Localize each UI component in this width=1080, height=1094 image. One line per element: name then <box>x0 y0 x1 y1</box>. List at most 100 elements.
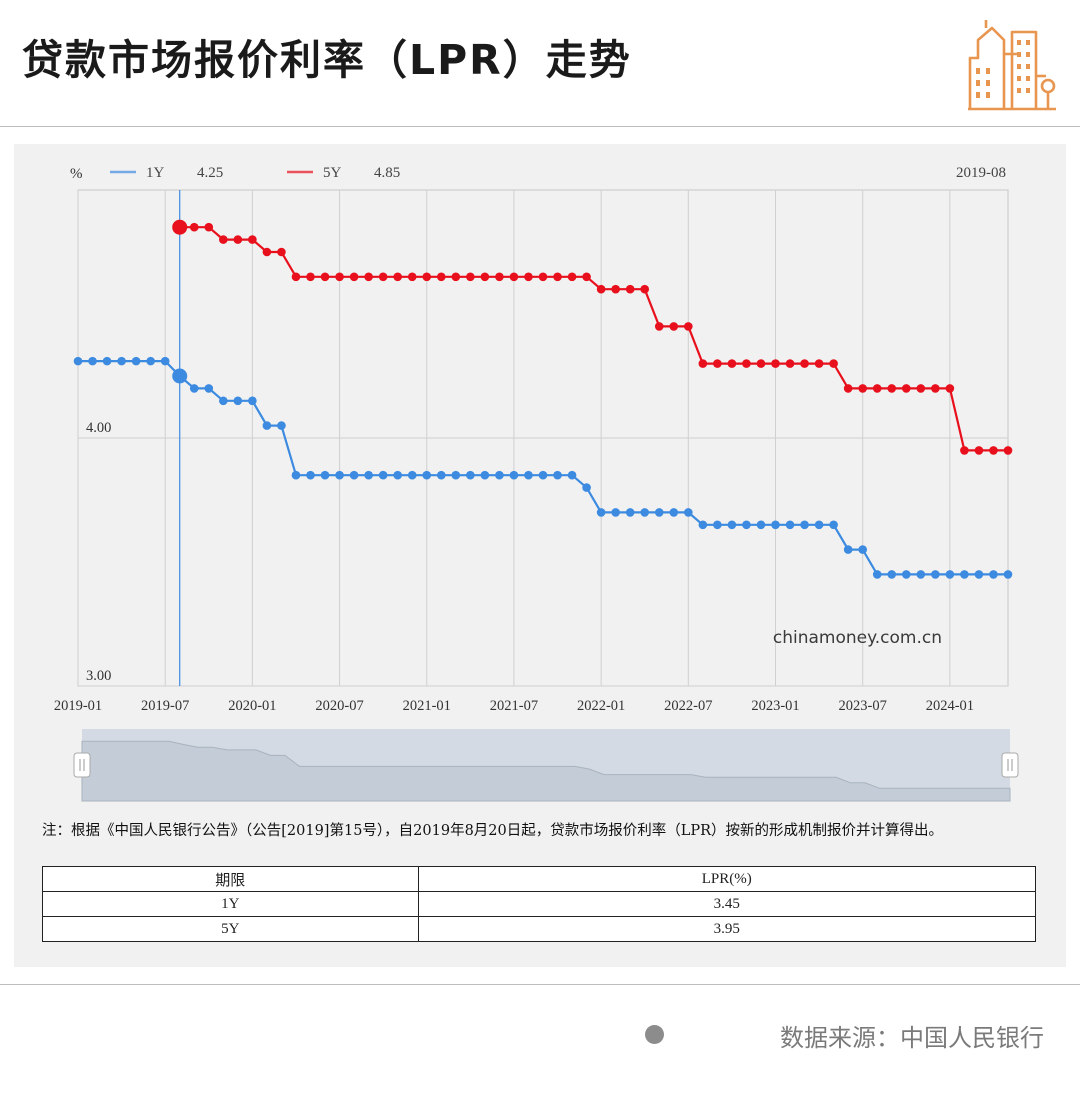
data-point <box>102 356 112 366</box>
data-point <box>466 272 475 282</box>
data-point <box>495 470 504 480</box>
range-handle-right[interactable] <box>1001 752 1019 778</box>
data-point <box>306 272 315 282</box>
table-cell-term: 5Y <box>42 916 419 942</box>
data-point <box>713 359 722 368</box>
data-point <box>131 356 141 366</box>
data-point <box>931 384 940 393</box>
data-point <box>1003 570 1013 579</box>
data-point <box>989 446 998 455</box>
data-point <box>451 470 461 480</box>
data-point <box>960 570 969 579</box>
data-point <box>887 570 897 579</box>
table-row: 1Y 3.45 <box>42 891 1037 917</box>
data-point <box>858 384 867 393</box>
data-point <box>204 222 214 232</box>
range-handle-left[interactable] <box>73 752 91 778</box>
data-point <box>189 384 199 393</box>
data-point <box>509 272 519 282</box>
data-point <box>974 446 984 455</box>
data-point <box>480 470 490 480</box>
data-point <box>378 470 388 480</box>
header-divider <box>0 126 1080 127</box>
data-point <box>422 470 432 480</box>
legend-value: 4.85 <box>374 165 400 181</box>
data-point <box>625 508 635 517</box>
table-row: 5Y 3.95 <box>42 916 1037 942</box>
data-point <box>73 356 83 366</box>
data-point <box>611 284 620 294</box>
data-point <box>538 272 548 282</box>
data-point <box>684 508 693 517</box>
handle-grip-icon <box>1001 752 1019 778</box>
x-tick-label: 2020-01 <box>228 698 276 714</box>
data-point <box>901 570 911 579</box>
data-point <box>466 470 475 480</box>
bullet-dot-icon <box>645 1025 664 1044</box>
data-point <box>117 356 126 366</box>
data-point <box>756 520 766 530</box>
data-point <box>684 322 693 331</box>
data-point <box>669 322 679 331</box>
data-point <box>814 359 824 368</box>
data-point <box>872 384 882 393</box>
data-point <box>277 421 286 430</box>
data-point <box>698 520 708 530</box>
data-point <box>742 359 751 368</box>
data-point <box>349 272 359 282</box>
data-point <box>785 520 795 530</box>
data-point <box>291 272 301 282</box>
data-point <box>189 222 199 232</box>
data-point <box>1003 446 1013 455</box>
data-point <box>567 470 577 480</box>
data-point <box>422 272 432 282</box>
data-point <box>320 272 330 282</box>
data-point <box>364 272 373 282</box>
data-point <box>524 470 533 480</box>
legend-label: 5Y <box>323 165 342 181</box>
data-point <box>800 359 809 368</box>
data-point <box>436 272 446 282</box>
legend-label: 1Y <box>146 165 165 181</box>
data-point <box>378 272 388 282</box>
data-point <box>596 508 606 517</box>
data-point <box>989 570 998 579</box>
data-point <box>843 384 853 393</box>
hover-point <box>172 368 188 384</box>
data-point <box>596 284 606 294</box>
x-tick-label: 2020-07 <box>315 698 363 714</box>
data-point <box>654 322 664 331</box>
x-tick-label: 2022-01 <box>577 698 625 714</box>
data-point <box>364 470 373 480</box>
data-point <box>640 508 650 517</box>
data-point <box>320 470 330 480</box>
chart-footnote: 注：根据《中国人民银行公告》（公告[2019]第15号），自2019年8月20日… <box>42 823 944 839</box>
data-point <box>625 284 635 294</box>
data-point <box>945 384 955 393</box>
building-logo-icon <box>968 20 1056 111</box>
data-point <box>771 520 780 530</box>
hover-point <box>172 219 188 235</box>
data-point <box>829 359 838 368</box>
data-point <box>611 508 620 517</box>
data-point <box>495 272 504 282</box>
data-point <box>887 384 897 393</box>
table-cell-rate: 3.95 <box>417 916 1037 942</box>
data-point <box>204 384 214 393</box>
data-point <box>219 396 228 406</box>
data-point <box>160 356 170 366</box>
data-point <box>742 520 751 530</box>
data-point <box>524 272 533 282</box>
tooltip-date: 2019-08 <box>956 165 1006 181</box>
data-point <box>451 272 461 282</box>
data-point <box>756 359 766 368</box>
data-point <box>349 470 359 480</box>
data-point <box>277 247 286 257</box>
data-point <box>538 470 548 480</box>
data-point <box>436 470 446 480</box>
x-tick-label: 2021-01 <box>403 698 451 714</box>
data-point <box>393 272 402 282</box>
data-point <box>669 508 679 517</box>
footer-divider <box>0 984 1080 985</box>
data-source: 数据来源：中国人民银行 <box>780 1024 1044 1052</box>
